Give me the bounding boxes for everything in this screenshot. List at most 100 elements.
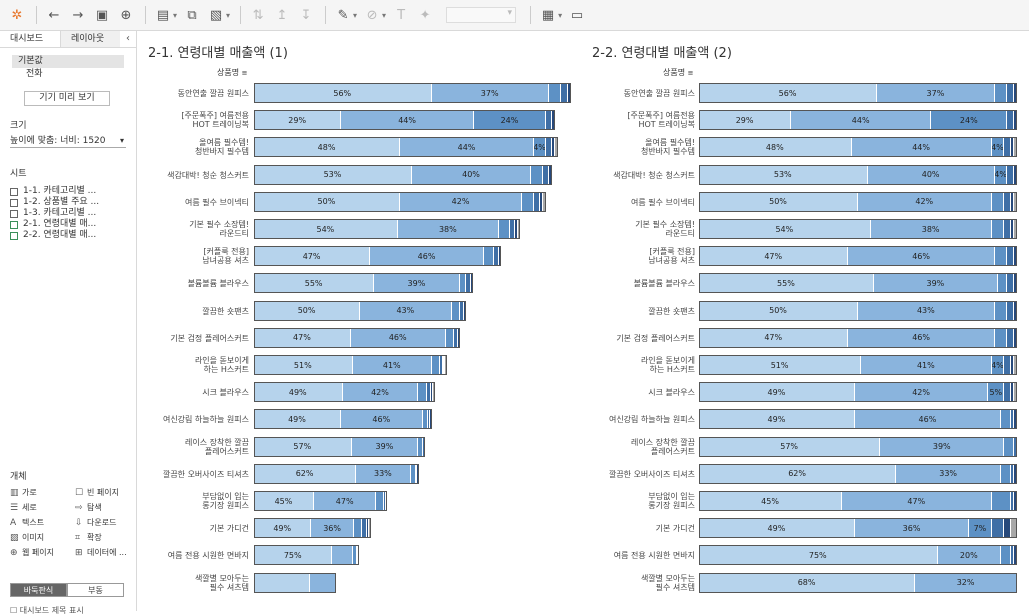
bar-segment[interactable] [366, 518, 369, 539]
bar-segment[interactable]: 33% [896, 463, 1002, 484]
category-label[interactable]: 올여름 필수템! 청반바지 필수템 [641, 138, 695, 156]
bar-segment[interactable] [453, 327, 458, 348]
bar-segment[interactable] [439, 355, 444, 375]
bar-segment[interactable]: 39% [351, 436, 419, 457]
sheet-item[interactable]: 1-1. 카테고리별 ... [10, 186, 136, 197]
bar-segment[interactable]: 44% [400, 137, 534, 158]
bar-segment[interactable] [422, 409, 428, 430]
bar-segment[interactable] [385, 491, 388, 511]
bar-segment[interactable] [410, 463, 416, 484]
bar-segment[interactable]: 48% [699, 137, 852, 158]
bar-segment[interactable] [546, 137, 553, 158]
bar-segment[interactable] [427, 409, 430, 430]
bar-segment[interactable]: 53% [254, 164, 412, 185]
category-label[interactable]: 기본 가디건 [656, 524, 695, 533]
field-label[interactable]: 상품명 ≡ [663, 68, 694, 77]
bar-segment[interactable]: 43% [858, 300, 995, 321]
device-preview-button[interactable]: 기기 미리 보기 [24, 91, 110, 106]
bar-segment[interactable]: 46% [370, 246, 484, 267]
bar-segment[interactable] [353, 518, 362, 539]
bar-segment[interactable]: 41% [352, 355, 432, 375]
bar-segment[interactable]: 49% [254, 518, 312, 539]
bar-segment[interactable] [1007, 110, 1014, 131]
bar-segment[interactable] [1004, 137, 1011, 158]
bar-segment[interactable]: 54% [254, 219, 398, 239]
bar-segment[interactable] [991, 491, 1011, 511]
category-label[interactable]: 부담없이 입는 롱기장 원피스 [648, 492, 695, 510]
bar-segment[interactable]: 36% [311, 518, 354, 539]
category-label[interactable]: 여신강림 하늘하늘 원피스 [609, 415, 695, 424]
bar-segment[interactable] [1001, 545, 1011, 566]
bar-segment[interactable]: 47% [313, 491, 377, 511]
bar-segment[interactable] [460, 300, 465, 321]
bar-segment[interactable]: 42% [854, 382, 989, 403]
category-label[interactable]: 볼륨볼륨 블라우스 [634, 279, 695, 288]
bar-segment[interactable] [470, 273, 473, 294]
bar-segment[interactable] [522, 191, 534, 212]
bar-segment[interactable] [552, 110, 556, 131]
bar-segment[interactable]: 42% [342, 382, 419, 403]
bar-segment[interactable]: 44% [851, 137, 992, 158]
category-label[interactable]: 부담없이 입는 롱기장 원피스 [202, 492, 249, 510]
bar-segment[interactable]: 42% [399, 191, 523, 212]
bar-segment[interactable] [509, 219, 515, 239]
bar-segment[interactable] [531, 164, 544, 185]
bar-segment[interactable] [1013, 436, 1017, 457]
bar-segment[interactable]: 51% [254, 355, 353, 375]
bar-segment[interactable]: 50% [254, 191, 400, 212]
category-label[interactable]: 기본 가디건 [210, 524, 249, 533]
category-label[interactable]: [커플룩 전용] 남녀공용 셔츠 [648, 247, 695, 265]
bar-segment[interactable]: 49% [699, 382, 855, 403]
swap-icon[interactable]: ⇅ [252, 7, 264, 23]
bar-segment[interactable] [361, 518, 367, 539]
bar-segment[interactable] [1004, 355, 1011, 375]
bar-segment[interactable]: 47% [699, 327, 849, 348]
bar-segment[interactable]: 4% [994, 164, 1008, 185]
bar-segment[interactable] [1001, 409, 1011, 430]
sheet-item[interactable]: 2-1. 연령대별 매... [10, 219, 136, 230]
bar-segment[interactable] [445, 355, 448, 375]
bar-segment[interactable] [431, 382, 433, 403]
bar-segment[interactable]: 47% [254, 246, 371, 267]
tab-layout[interactable]: 레이아웃 [60, 31, 120, 47]
chevron-down-icon[interactable]: ▾ [353, 10, 358, 20]
bar-segment[interactable] [533, 191, 540, 212]
bar-segment[interactable]: 33% [356, 463, 411, 484]
category-label[interactable]: 동안연출 깔끔 원피스 [624, 89, 695, 98]
category-label[interactable]: 깔끔한 오버사이즈 티셔츠 [609, 470, 695, 479]
bar-segment[interactable]: 68% [699, 572, 916, 593]
category-label[interactable]: 여름 전용 시원한 면바지 [614, 551, 695, 560]
bar-segment[interactable]: 39% [880, 436, 1005, 457]
bar-segment[interactable]: 55% [699, 273, 874, 294]
bar-segment[interactable] [1010, 409, 1014, 430]
bar-segment[interactable]: 37% [877, 83, 995, 103]
tableau-logo-icon[interactable]: ✲ [11, 7, 23, 23]
bar-segment[interactable] [1010, 382, 1014, 403]
object-navigation[interactable]: ⇨ 탐색 [75, 502, 135, 513]
fit-dropdown[interactable] [446, 7, 517, 23]
category-label[interactable]: 기본 검정 플레어스커트 [170, 334, 249, 343]
bar-segment[interactable]: 40% [867, 164, 995, 185]
object-text[interactable]: A 텍스트 [10, 517, 75, 528]
object-data[interactable]: ⊞ 데이터에 ... [75, 547, 135, 558]
bar-segment[interactable]: 48% [254, 137, 401, 158]
chevron-down-icon[interactable]: ▾ [226, 10, 231, 20]
bar-segment[interactable]: 37% [431, 83, 549, 103]
bar-segment[interactable]: 50% [254, 300, 361, 321]
bar-segment[interactable] [994, 300, 1008, 321]
category-label[interactable]: 시크 블라우스 [202, 388, 249, 397]
save-icon[interactable]: ▣ [95, 7, 109, 23]
bar-segment[interactable] [1010, 518, 1017, 539]
bar-segment[interactable] [415, 463, 418, 484]
bar-segment[interactable]: 40% [411, 164, 532, 185]
bar-segment[interactable] [994, 246, 1008, 267]
bar-segment[interactable]: 49% [699, 518, 855, 539]
bar-segment[interactable] [548, 83, 562, 103]
bar-segment[interactable]: 54% [699, 219, 871, 239]
bar-segment[interactable] [997, 273, 1008, 294]
category-label[interactable]: 여름 전용 시원한 면바지 [168, 551, 249, 560]
bar-segment[interactable]: 45% [254, 491, 314, 511]
duplicate-sheet-icon[interactable]: ⧉ [187, 7, 197, 23]
bar-segment[interactable]: 39% [374, 273, 460, 294]
bar-segment[interactable] [466, 273, 471, 294]
